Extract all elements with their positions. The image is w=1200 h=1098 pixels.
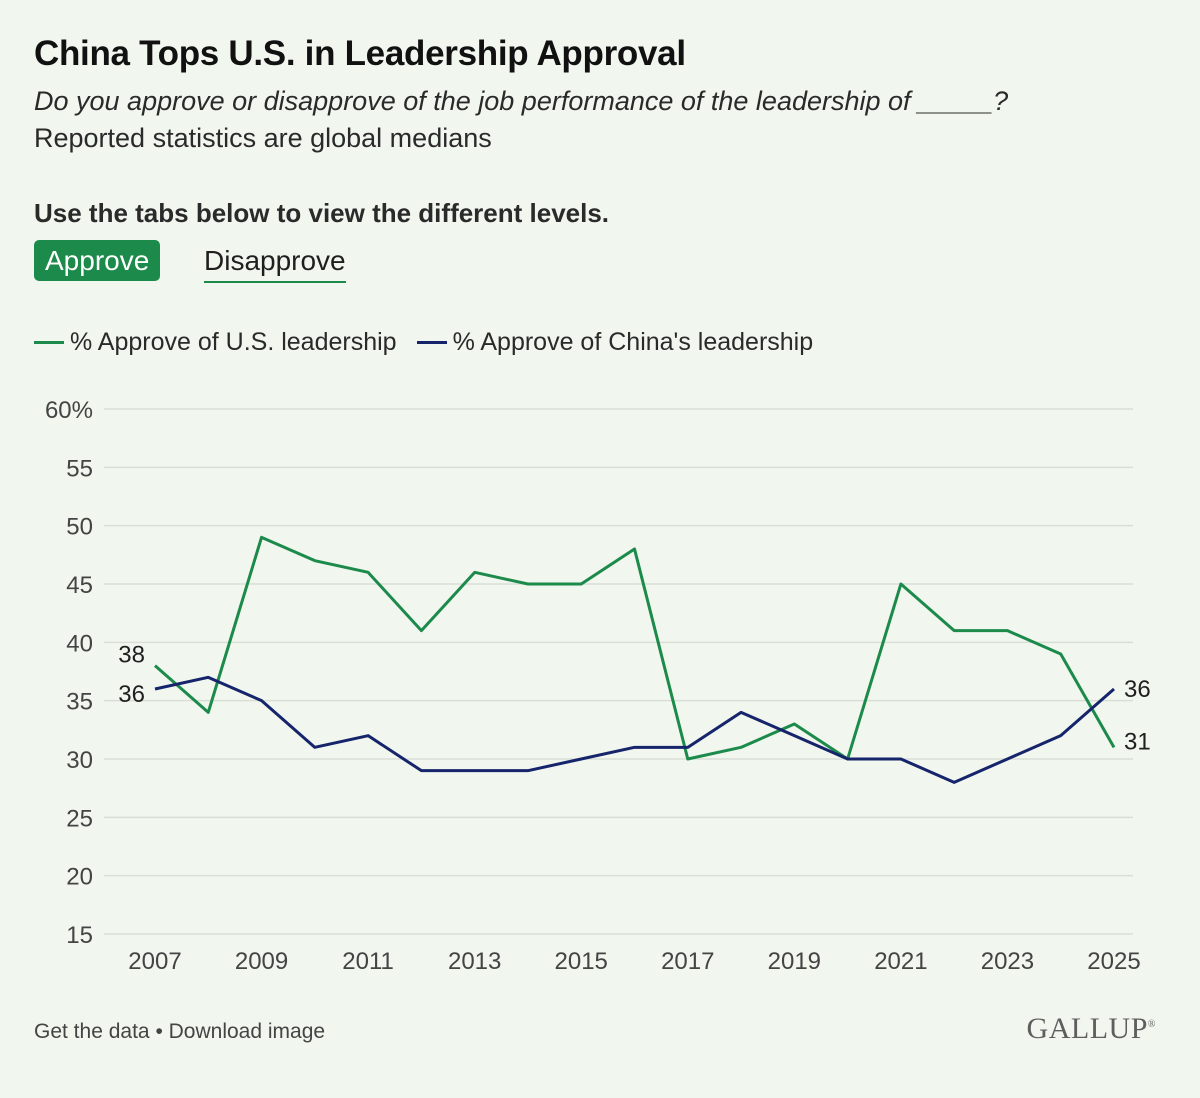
y-tick-label: 50 xyxy=(66,514,93,541)
y-tick-label: 55 xyxy=(66,455,93,482)
chart-title: China Tops U.S. in Leadership Approval xyxy=(34,34,686,73)
x-tick-label: 2013 xyxy=(448,948,501,975)
download-image-link[interactable]: Download image xyxy=(168,1020,326,1043)
footer-separator: • xyxy=(155,1020,163,1043)
y-tick-label: 35 xyxy=(66,689,93,716)
y-tick-label: 30 xyxy=(66,747,93,774)
tab-disapprove[interactable]: Disapprove xyxy=(204,240,346,283)
y-tick-label: 15 xyxy=(66,922,93,949)
gallup-logo: GALLUP® xyxy=(1026,1012,1156,1045)
x-tick-label: 2017 xyxy=(661,948,714,975)
x-tick-label: 2011 xyxy=(342,948,394,975)
x-tick-label: 2007 xyxy=(128,948,181,975)
legend-swatch-china xyxy=(416,341,447,344)
series-line-china xyxy=(154,675,1115,784)
data-label-china-end: 36 xyxy=(1124,676,1151,703)
legend-label-china: % Approve of China's leadership xyxy=(452,328,814,356)
x-tick-label: 2019 xyxy=(768,948,821,975)
data-label-us-end: 31 xyxy=(1124,728,1151,755)
y-tick-label: 25 xyxy=(66,805,93,832)
y-tick-label: 60% xyxy=(45,397,93,424)
survey-question: Do you approve or disapprove of the job … xyxy=(34,86,1009,116)
legend-swatch-us xyxy=(34,341,64,344)
legend-label-us: % Approve of U.S. leadership xyxy=(70,328,397,356)
series-line-us xyxy=(154,535,1116,761)
legend-item-china: % Approve of China's leadership xyxy=(416,328,814,357)
y-tick-label: 40 xyxy=(66,630,93,657)
get-data-link[interactable]: Get the data xyxy=(34,1020,150,1043)
x-tick-label: 2025 xyxy=(1087,948,1140,975)
legend-item-us: % Approve of U.S. leadership xyxy=(34,328,397,357)
tab-approve[interactable]: Approve xyxy=(34,240,161,281)
y-tick-label: 20 xyxy=(66,864,93,891)
chart-legend: % Approve of U.S. leadership % Approve o… xyxy=(34,328,833,357)
x-tick-label: 2021 xyxy=(874,948,927,975)
x-tick-label: 2009 xyxy=(235,948,288,975)
footer-links: Get the data • Download image xyxy=(34,1020,325,1044)
tabs-instruction: Use the tabs below to view the different… xyxy=(34,198,610,228)
data-label-us-start: 38 xyxy=(118,642,145,669)
x-tick-label: 2015 xyxy=(555,948,608,975)
data-label-china-start: 36 xyxy=(118,681,145,708)
y-tick-label: 45 xyxy=(66,572,93,599)
methodology-note: Reported statistics are global medians xyxy=(34,123,492,153)
x-tick-label: 2023 xyxy=(981,948,1034,975)
